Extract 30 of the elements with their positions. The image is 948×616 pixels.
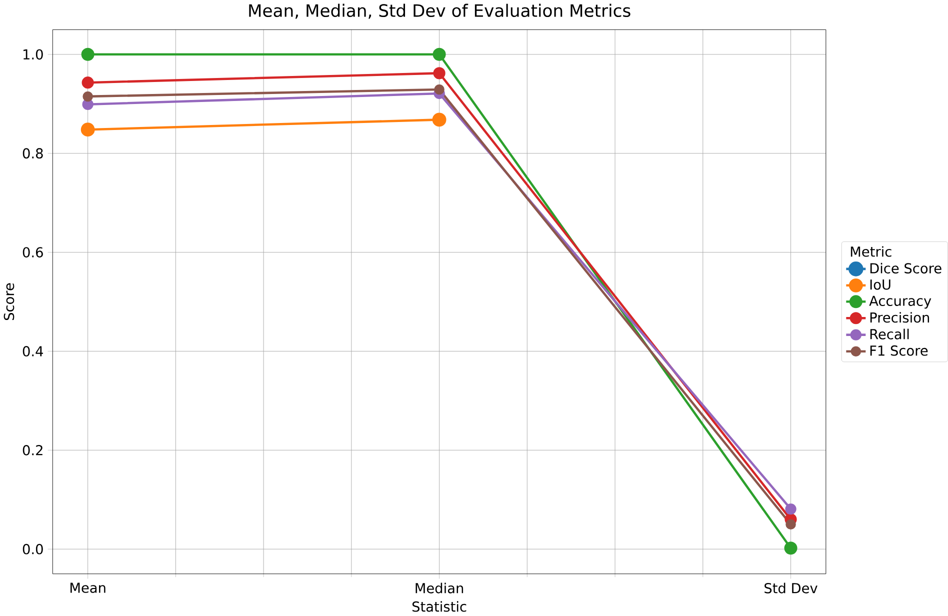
y-tick-label: 0.2 bbox=[22, 445, 42, 456]
point bbox=[82, 76, 94, 89]
point bbox=[785, 504, 796, 515]
point bbox=[80, 122, 95, 137]
legend-label: Dice Score bbox=[870, 263, 942, 274]
x-axis-title: Statistic bbox=[412, 601, 466, 612]
legend-label: IoU bbox=[870, 280, 890, 290]
y-tick-label: 1.0 bbox=[24, 49, 43, 60]
y-tick-label: 0.8 bbox=[22, 148, 43, 159]
point bbox=[434, 84, 444, 95]
chart-title: Mean, Median, Std Dev of Evaluation Metrics bbox=[249, 4, 630, 19]
legend-label: Accuracy bbox=[869, 296, 932, 309]
legend-label: Precision bbox=[870, 312, 930, 323]
point bbox=[82, 92, 93, 102]
point bbox=[786, 519, 796, 530]
legend-title: Metric bbox=[850, 246, 892, 258]
y-axis-title: Score bbox=[4, 284, 14, 320]
point bbox=[433, 67, 446, 80]
y-tick-label: 0.0 bbox=[22, 544, 43, 554]
point bbox=[432, 48, 446, 62]
point bbox=[784, 542, 798, 555]
x-tick-label: Mean bbox=[70, 582, 106, 594]
y-tick-label: 0.6 bbox=[22, 247, 43, 258]
x-tick-label: Median bbox=[416, 582, 464, 594]
legend-label: Recall bbox=[870, 328, 909, 340]
legend-label: F1 Score bbox=[870, 346, 928, 356]
point bbox=[81, 48, 94, 62]
x-tick-label: Std Dev bbox=[764, 582, 818, 594]
y-tick-label: 0.4 bbox=[22, 346, 44, 357]
point bbox=[432, 112, 446, 127]
